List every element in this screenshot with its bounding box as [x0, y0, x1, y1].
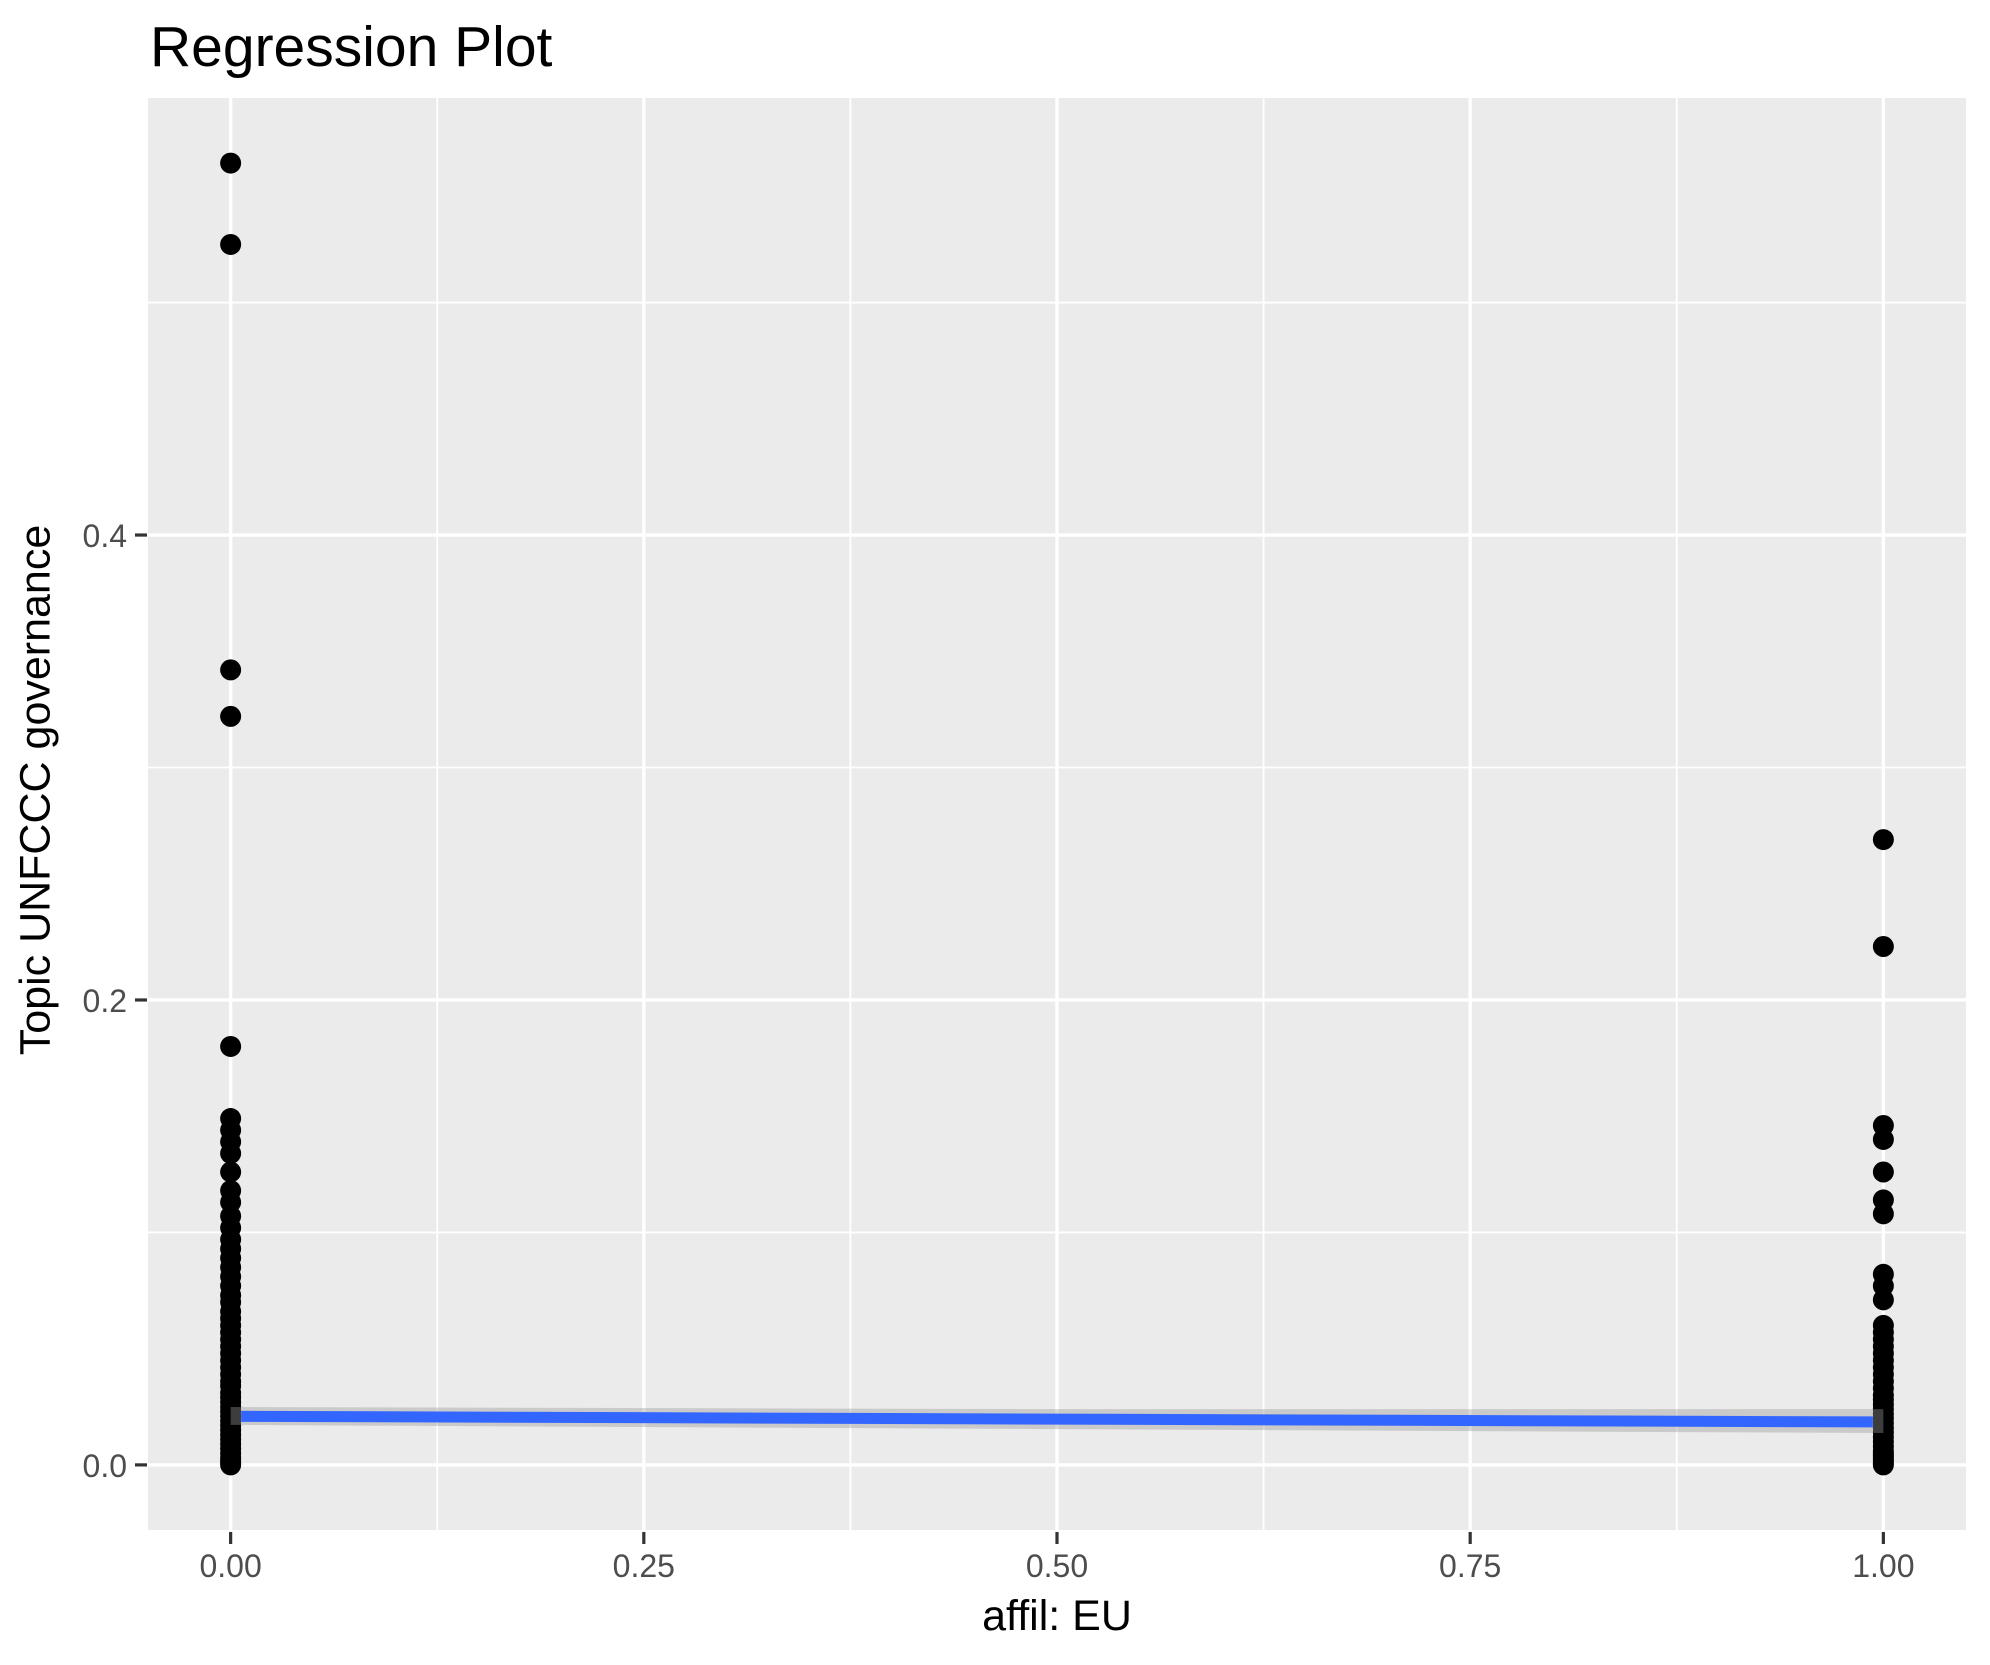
x-tick-label: 0.00 — [199, 1548, 261, 1584]
scatter-point — [1872, 936, 1894, 958]
scatter-point — [1872, 1161, 1894, 1183]
scatter-point — [220, 233, 242, 255]
scatter-point — [1872, 1128, 1894, 1150]
y-tick-label: 0.0 — [83, 1448, 127, 1484]
x-tick-label: 0.50 — [1026, 1548, 1088, 1584]
x-tick-label: 0.75 — [1439, 1548, 1501, 1584]
scatter-point — [1872, 1203, 1894, 1225]
x-tick-label: 0.25 — [613, 1548, 675, 1584]
scatter-point — [220, 1161, 242, 1183]
scatter-point — [220, 659, 242, 681]
plot-title: Regression Plot — [150, 15, 553, 79]
y-tick-label: 0.4 — [83, 518, 127, 554]
scatter-point — [1872, 1454, 1894, 1476]
scatter-point — [220, 152, 242, 174]
scatter-point — [220, 1035, 242, 1057]
regression-line — [241, 1410, 1873, 1428]
scatter-point — [1872, 1289, 1894, 1311]
scatter-point — [220, 705, 242, 727]
x-tick-label: 1.00 — [1852, 1548, 1914, 1584]
scatter-point — [220, 1454, 242, 1476]
x-axis-title: affil: EU — [982, 1592, 1132, 1640]
scatter-point — [1872, 829, 1894, 851]
y-tick-label: 0.2 — [83, 983, 127, 1019]
scatter-point — [220, 1142, 242, 1164]
